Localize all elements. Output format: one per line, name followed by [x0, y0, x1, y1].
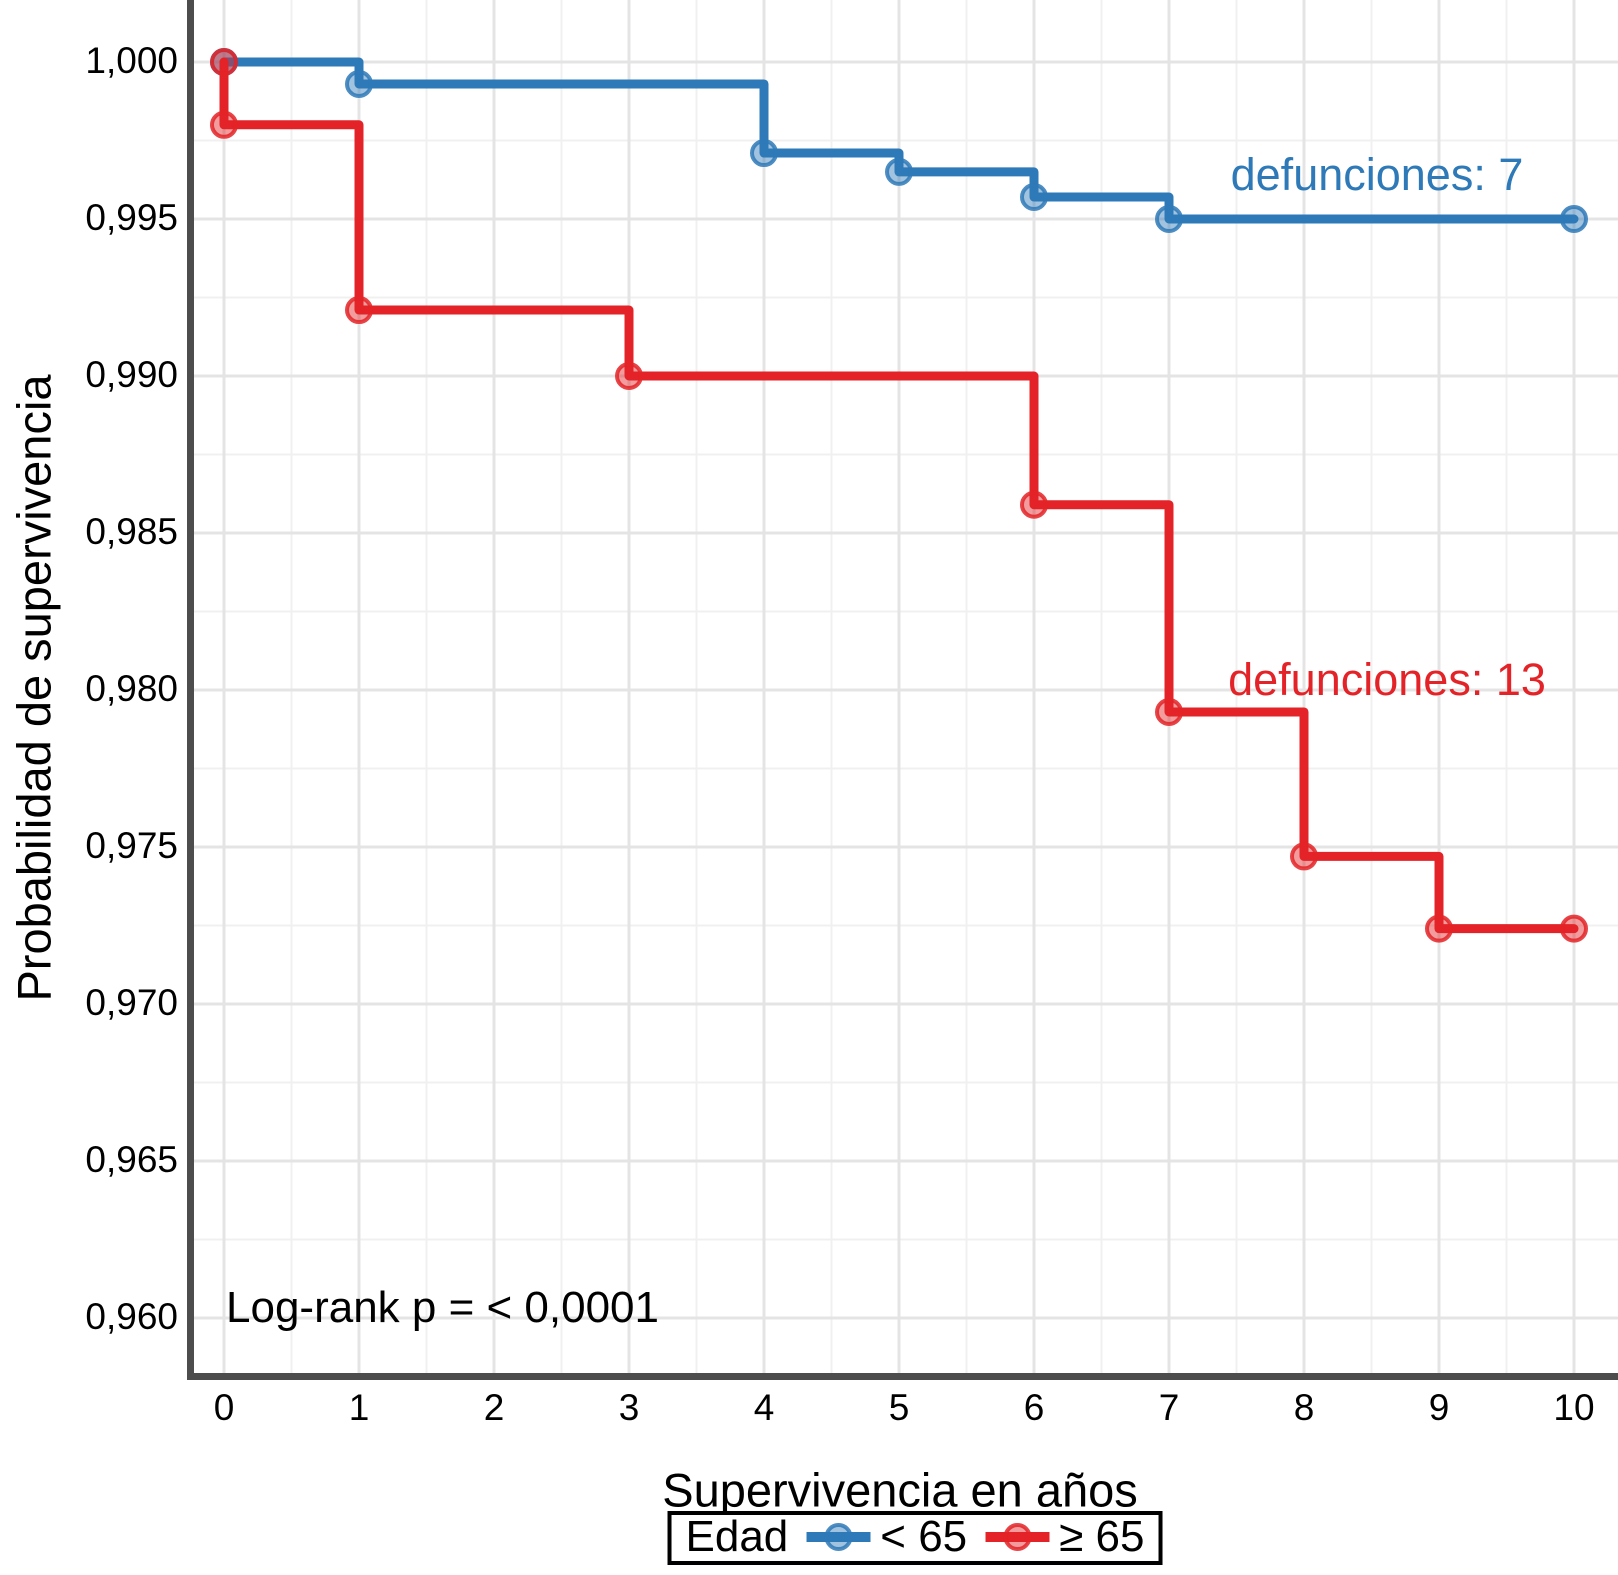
legend-title: Edad [685, 1512, 789, 1561]
legend: Edad < 65 ≥ 65 [667, 1511, 1163, 1565]
annotation-deaths-under-65: defunciones: 7 [1230, 149, 1524, 200]
legend-item-65-and-over-label: ≥ 65 [1059, 1512, 1145, 1561]
x-tick-label: 7 [1158, 1387, 1180, 1428]
y-tick-label: 0,990 [85, 354, 178, 395]
legend-item-under-65: < 65 [806, 1512, 967, 1562]
x-axis-title: Supervivencia en años [662, 1463, 1138, 1517]
legend-marker-65-and-over-icon [985, 1523, 1050, 1551]
x-tick-label: 5 [888, 1387, 910, 1428]
y-tick-label: 0,970 [85, 982, 178, 1023]
y-tick-label: 1,000 [85, 40, 178, 81]
x-tick-label: 6 [1023, 1387, 1045, 1428]
x-tick-label: 1 [348, 1387, 370, 1428]
annotation-deaths-65-and-over: defunciones: 13 [1228, 654, 1546, 705]
x-tick-label: 10 [1553, 1387, 1595, 1428]
x-tick-label: 3 [618, 1387, 640, 1428]
y-tick-label: 0,975 [85, 825, 178, 866]
legend-marker-under-65-icon [806, 1523, 871, 1551]
x-tick-label: 8 [1293, 1387, 1315, 1428]
logrank-pvalue-label: Log-rank p = < 0,0001 [226, 1283, 659, 1332]
y-tick-label: 0,985 [85, 511, 178, 552]
legend-item-under-65-label: < 65 [880, 1512, 968, 1561]
x-tick-label: 4 [753, 1387, 775, 1428]
y-tick-label: 0,960 [85, 1296, 178, 1337]
legend-item-65-and-over: ≥ 65 [985, 1512, 1144, 1562]
y-tick-label: 0,980 [85, 668, 178, 709]
x-tick-label: 0 [213, 1387, 235, 1428]
x-tick-label: 2 [483, 1387, 505, 1428]
y-tick-label: 0,995 [85, 197, 178, 238]
y-tick-label: 0,965 [85, 1139, 178, 1180]
x-tick-label: 9 [1428, 1387, 1450, 1428]
